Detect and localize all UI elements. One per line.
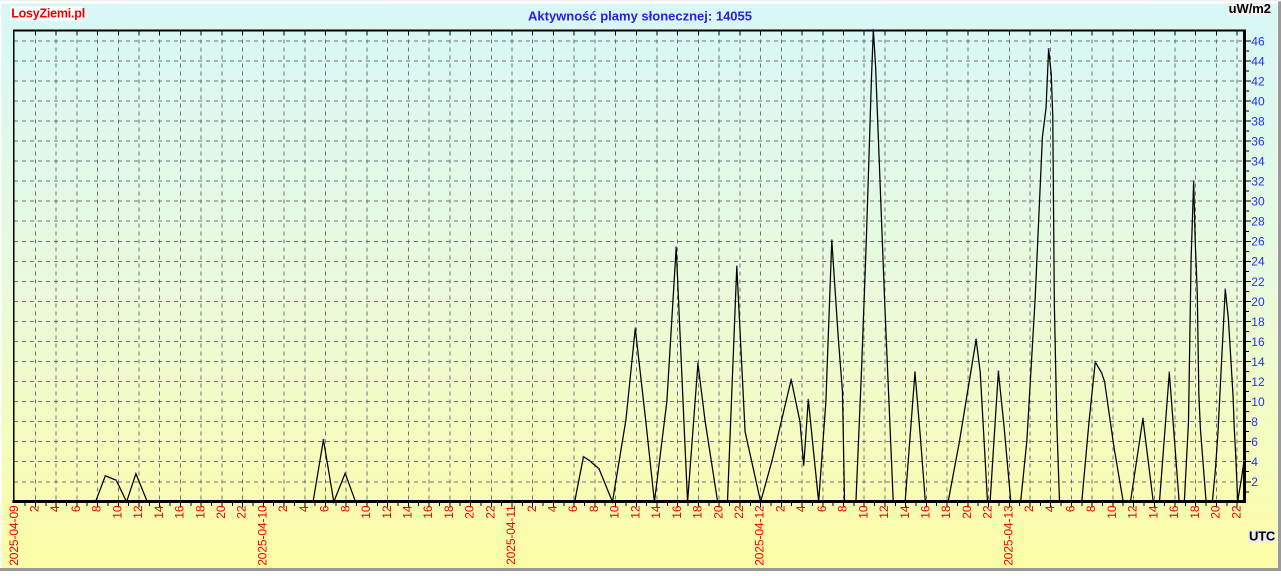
svg-text:18: 18: [442, 505, 456, 519]
svg-text:22: 22: [1251, 275, 1265, 289]
svg-text:22: 22: [235, 505, 249, 519]
svg-text:8: 8: [1251, 415, 1258, 429]
svg-text:12: 12: [628, 505, 642, 519]
svg-text:10: 10: [110, 505, 124, 519]
svg-text:12: 12: [380, 505, 394, 519]
svg-text:14: 14: [649, 505, 663, 519]
svg-text:6: 6: [815, 505, 829, 512]
svg-text:Aktywność plamy słonecznej: 14: Aktywność plamy słonecznej: 14055: [528, 9, 752, 24]
svg-text:20: 20: [214, 505, 228, 519]
svg-text:8: 8: [587, 505, 601, 512]
svg-text:6: 6: [69, 505, 83, 512]
svg-text:40: 40: [1251, 94, 1265, 108]
svg-text:18: 18: [193, 505, 207, 519]
svg-text:2: 2: [525, 505, 539, 512]
svg-text:uW/m2: uW/m2: [1229, 1, 1271, 16]
svg-text:2025-04-09: 2025-04-09: [7, 505, 21, 566]
svg-text:2: 2: [28, 505, 42, 512]
svg-text:20: 20: [1251, 295, 1265, 309]
svg-text:38: 38: [1251, 114, 1265, 128]
svg-text:10: 10: [608, 505, 622, 519]
svg-text:18: 18: [1188, 505, 1202, 519]
svg-text:18: 18: [939, 505, 953, 519]
svg-text:20: 20: [463, 505, 477, 519]
svg-text:8: 8: [338, 505, 352, 512]
svg-text:14: 14: [400, 505, 414, 519]
svg-text:2: 2: [1251, 475, 1258, 489]
svg-text:2: 2: [276, 505, 290, 512]
svg-text:18: 18: [691, 505, 705, 519]
svg-text:16: 16: [1167, 505, 1181, 519]
svg-text:14: 14: [1251, 355, 1265, 369]
svg-text:2025-04-12: 2025-04-12: [753, 505, 767, 566]
svg-text:12: 12: [1126, 505, 1140, 519]
svg-text:LosyZiemi.pl: LosyZiemi.pl: [11, 6, 85, 20]
svg-text:14: 14: [898, 505, 912, 519]
svg-text:16: 16: [1251, 335, 1265, 349]
svg-text:8: 8: [1084, 505, 1098, 512]
svg-text:22: 22: [981, 505, 995, 519]
svg-text:10: 10: [359, 505, 373, 519]
svg-text:10: 10: [856, 505, 870, 519]
svg-text:6: 6: [566, 505, 580, 512]
svg-text:28: 28: [1251, 215, 1265, 229]
svg-text:16: 16: [421, 505, 435, 519]
svg-text:26: 26: [1251, 235, 1265, 249]
svg-text:22: 22: [732, 505, 746, 519]
svg-text:32: 32: [1251, 175, 1265, 189]
svg-text:4: 4: [1251, 455, 1258, 469]
svg-text:24: 24: [1251, 255, 1265, 269]
svg-text:44: 44: [1251, 54, 1265, 68]
svg-text:4: 4: [1043, 505, 1057, 512]
svg-text:46: 46: [1251, 34, 1265, 48]
svg-text:6: 6: [318, 505, 332, 512]
svg-text:12: 12: [1251, 375, 1265, 389]
svg-text:16: 16: [173, 505, 187, 519]
svg-text:10: 10: [1251, 395, 1265, 409]
svg-text:4: 4: [297, 505, 311, 512]
svg-text:20: 20: [1209, 505, 1223, 519]
svg-text:14: 14: [1146, 505, 1160, 519]
svg-text:4: 4: [546, 505, 560, 512]
svg-text:12: 12: [877, 505, 891, 519]
svg-text:6: 6: [1064, 505, 1078, 512]
svg-text:22: 22: [1229, 505, 1243, 519]
svg-text:8: 8: [836, 505, 850, 512]
svg-text:2: 2: [773, 505, 787, 512]
svg-text:UTC: UTC: [1249, 529, 1276, 544]
svg-text:34: 34: [1251, 155, 1265, 169]
svg-text:18: 18: [1251, 315, 1265, 329]
svg-text:12: 12: [131, 505, 145, 519]
svg-text:8: 8: [90, 505, 104, 512]
svg-text:16: 16: [918, 505, 932, 519]
svg-text:2: 2: [1022, 505, 1036, 512]
svg-text:16: 16: [670, 505, 684, 519]
svg-text:20: 20: [960, 505, 974, 519]
svg-text:20: 20: [711, 505, 725, 519]
svg-text:14: 14: [152, 505, 166, 519]
svg-text:42: 42: [1251, 74, 1265, 88]
svg-text:10: 10: [1105, 505, 1119, 519]
svg-text:2025-04-11: 2025-04-11: [504, 505, 518, 565]
svg-text:4: 4: [794, 505, 808, 512]
svg-text:22: 22: [483, 505, 497, 519]
svg-text:2025-04-10: 2025-04-10: [255, 505, 269, 566]
svg-text:2025-04-13: 2025-04-13: [1001, 505, 1015, 566]
svg-text:6: 6: [1251, 435, 1258, 449]
svg-text:4: 4: [48, 505, 62, 512]
svg-text:36: 36: [1251, 134, 1265, 148]
svg-text:30: 30: [1251, 195, 1265, 209]
